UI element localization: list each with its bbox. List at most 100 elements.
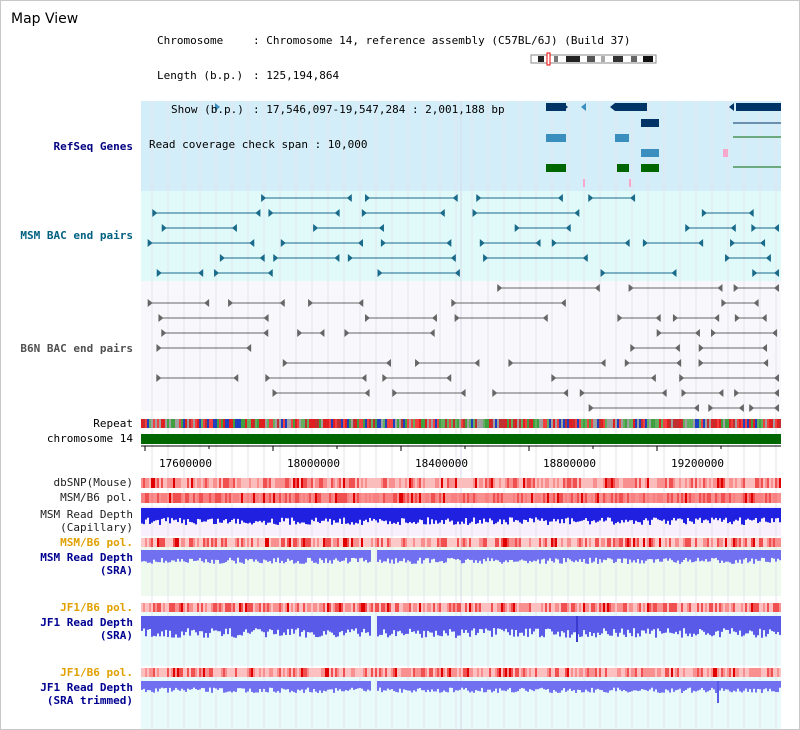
- jf1-pol2-segment: [197, 668, 199, 677]
- capillary-depth-bar: [741, 508, 743, 525]
- ideogram-band: [587, 56, 595, 62]
- track-label-jf1-depth-trimmed[interactable]: JF1 Read Depth: [40, 681, 133, 694]
- msm-bac-pair-end: [377, 269, 383, 277]
- track-label-msm-depth-sra[interactable]: MSM Read Depth: [40, 551, 133, 564]
- capillary-depth-bar: [441, 508, 443, 521]
- msm-sra-depth-bar: [157, 550, 159, 563]
- msm-b6-pol-segment: [401, 493, 403, 503]
- msm-sra-depth-bar: [721, 550, 723, 561]
- jf1-trimmed-depth-bar: [465, 681, 467, 689]
- jf1-sra-depth-bar: [465, 616, 467, 630]
- msm-sra-depth-bar: [619, 550, 621, 559]
- msm-b6-pol2-segment: [699, 538, 701, 547]
- capillary-depth-bar: [641, 508, 643, 525]
- jf1-sra-depth-bar: [233, 616, 235, 638]
- capillary-depth-bar: [663, 508, 665, 520]
- jf1-pol-segment: [337, 603, 339, 612]
- capillary-depth-bar: [147, 508, 149, 518]
- jf1-pol2-segment: [215, 668, 217, 677]
- jf1-sra-depth-bar: [433, 616, 435, 637]
- capillary-depth-bar: [649, 508, 651, 525]
- msm-sra-depth-bar: [179, 550, 181, 562]
- msm-b6-pol-segment: [673, 493, 675, 503]
- msm-b6-pol-segment: [779, 493, 781, 503]
- jf1-trimmed-depth-bar: [677, 681, 679, 690]
- msm-sra-depth-bar: [233, 550, 235, 561]
- b6n-bac-pair-end: [774, 374, 779, 382]
- jf1-pol2-segment: [483, 668, 485, 677]
- msm-b6-pol2-segment: [253, 538, 255, 547]
- jf1-sra-depth-bar: [445, 616, 447, 634]
- jf1-pol-segment: [195, 603, 197, 612]
- jf1-sra-depth-bar: [509, 616, 511, 636]
- track-label-jf1-depth-sra[interactable]: JF1 Read Depth: [40, 616, 133, 629]
- msm-b6-pol2-segment: [715, 538, 717, 547]
- jf1-pol-segment: [571, 603, 573, 612]
- capillary-depth-bar: [631, 508, 633, 521]
- msm-sra-depth-bar: [697, 550, 699, 558]
- dbsnp-segment: [587, 478, 589, 488]
- repeat-segment: [529, 419, 531, 428]
- msm-sra-depth-bar: [597, 550, 599, 564]
- jf1-pol-segment: [733, 603, 735, 612]
- jf1-trimmed-depth-bar: [561, 681, 563, 691]
- dbsnp-segment: [607, 478, 609, 488]
- repeat-segment: [399, 419, 401, 428]
- msm-b6-pol2-segment: [173, 538, 175, 547]
- msm-sra-depth-bar: [489, 550, 491, 562]
- jf1-sra-depth-bar: [545, 616, 547, 630]
- jf1-pol2-segment: [437, 668, 439, 677]
- dbsnp-segment: [659, 478, 661, 488]
- capillary-depth-bar: [579, 508, 581, 522]
- jf1-sra-depth-bar: [675, 616, 677, 632]
- msm-b6-pol2-segment: [691, 538, 693, 547]
- jf1-sra-depth-bar: [181, 616, 183, 632]
- capillary-depth-bar: [205, 508, 207, 522]
- msm-sra-depth-bar: [243, 550, 245, 564]
- jf1-sra-depth-bar: [417, 616, 419, 631]
- track-label-jf1-pol-2[interactable]: JF1/B6 pol.: [60, 666, 133, 679]
- capillary-depth-bar: [467, 508, 469, 525]
- msm-sra-depth-bar: [211, 550, 213, 560]
- jf1-trimmed-depth-bar: [323, 681, 325, 691]
- capillary-depth-bar: [573, 508, 575, 522]
- repeat-segment: [571, 419, 573, 428]
- repeat-segment: [539, 419, 541, 428]
- track-label-refseq-genes[interactable]: RefSeq Genes: [53, 140, 133, 153]
- track-label-dbsnp[interactable]: dbSNP(Mouse): [53, 476, 133, 489]
- chromosome-info: Chromosome: Chromosome 14, reference ass…: [149, 12, 631, 173]
- msm-sra-depth-bar: [507, 550, 509, 563]
- dbsnp-segment: [593, 478, 595, 488]
- jf1-pol-segment: [343, 603, 345, 612]
- msm-sra-depth-bar: [279, 550, 281, 563]
- dbsnp-segment: [421, 478, 423, 488]
- msm-sra-depth-bar: [723, 550, 725, 563]
- repeat-segment: [477, 419, 479, 428]
- track-label-msm-b6-pol-1[interactable]: MSM/B6 pol.: [60, 491, 133, 504]
- track-label-msm-depth-capillary[interactable]: MSM Read Depth: [40, 508, 133, 521]
- msm-bac-pair-end: [476, 194, 482, 202]
- track-label-chromosome[interactable]: chromosome 14: [46, 432, 133, 445]
- track-label-repeat[interactable]: Repeat: [93, 417, 133, 430]
- jf1-pol2-segment: [209, 668, 211, 677]
- msm-sra-depth-bar: [327, 550, 329, 563]
- track-label-msm-b6-pol-2[interactable]: MSM/B6 pol.: [60, 536, 133, 549]
- jf1-sra-depth-bar: [699, 616, 701, 630]
- msm-b6-pol-segment: [197, 493, 199, 503]
- track-label-jf1-pol-1[interactable]: JF1/B6 pol.: [60, 601, 133, 614]
- dbsnp-segment: [223, 478, 225, 488]
- jf1-pol-segment: [589, 603, 591, 612]
- msm-b6-pol-segment: [451, 493, 453, 503]
- track-label-b6n-bac[interactable]: B6N BAC end pairs: [20, 342, 133, 355]
- msm-b6-pol-segment: [315, 493, 317, 503]
- track-label-msm-bac[interactable]: MSM BAC end pairs: [20, 229, 133, 242]
- b6n-bac-pair-end: [147, 299, 153, 307]
- msm-sra-depth-bar: [439, 550, 441, 562]
- dbsnp-segment: [353, 478, 355, 488]
- msm-sra-depth-bar: [777, 550, 779, 559]
- msm-sra-depth-bar: [257, 550, 259, 562]
- jf1-sra-depth-bar: [625, 616, 627, 637]
- msm-b6-pol2-segment: [261, 538, 263, 547]
- jf1-trimmed-depth-bar: [341, 681, 343, 692]
